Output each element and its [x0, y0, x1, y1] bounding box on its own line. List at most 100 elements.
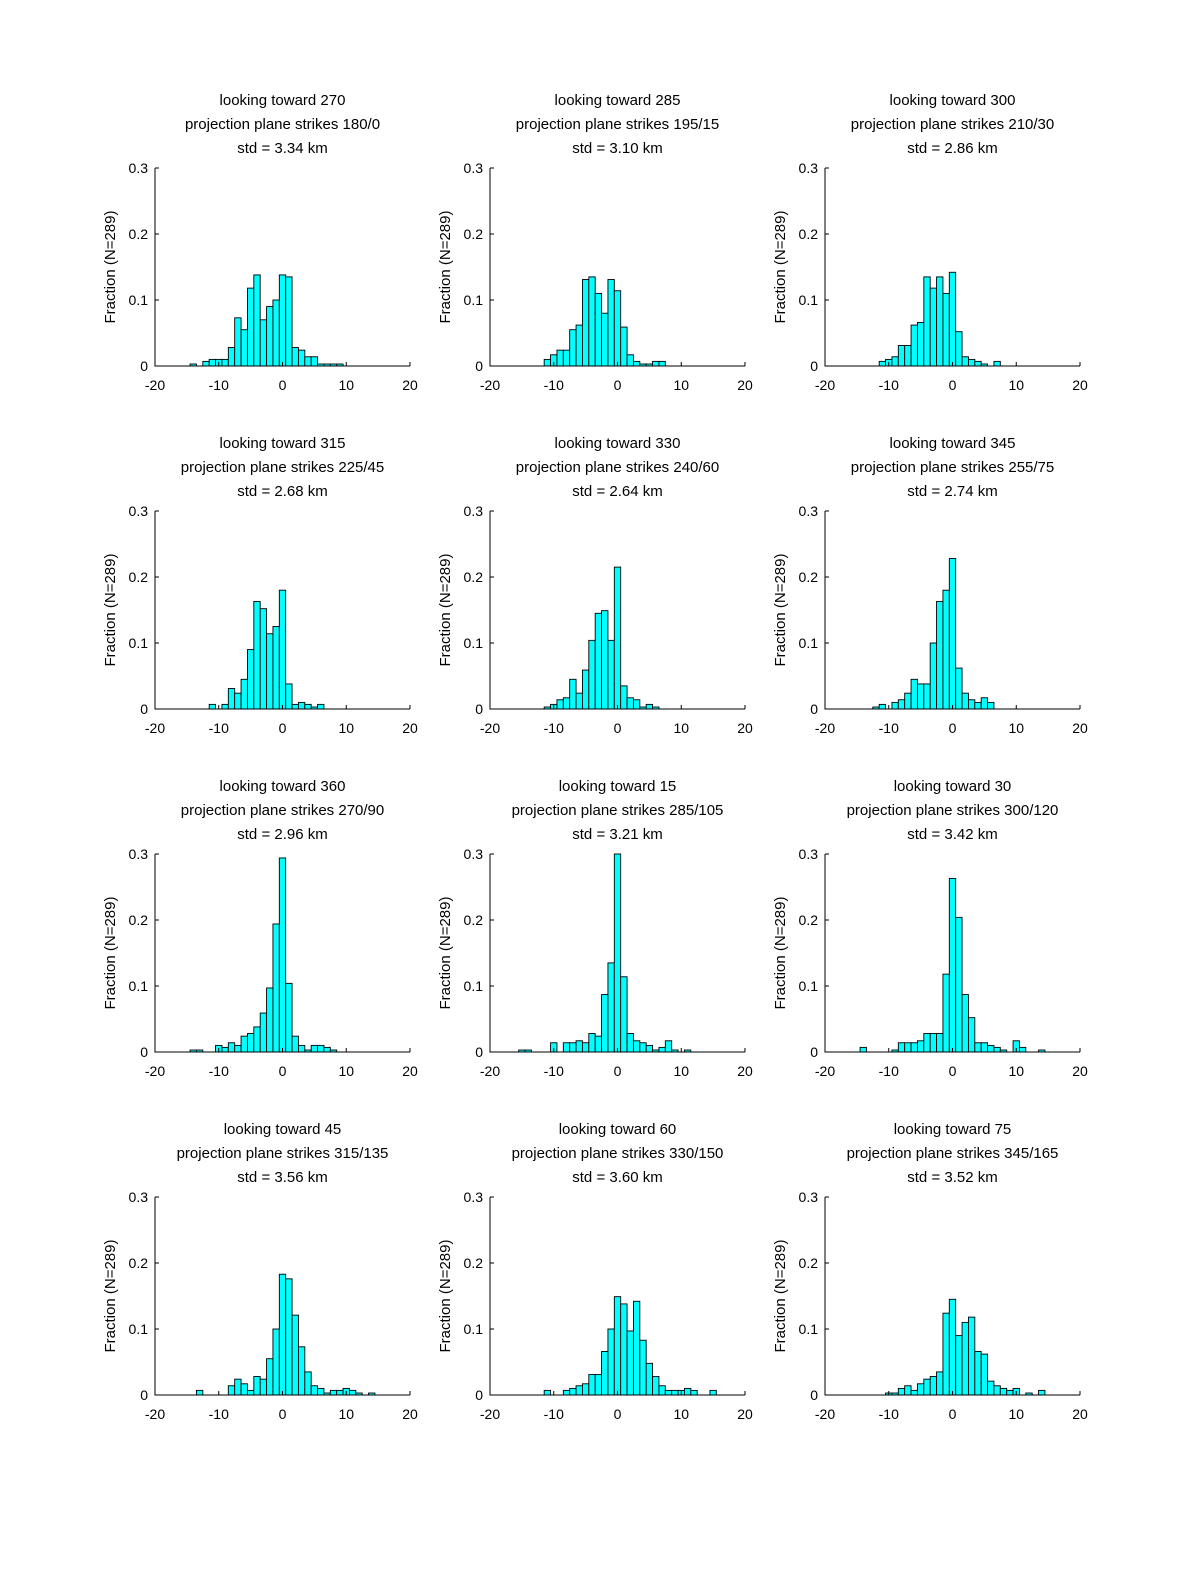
histogram-bar [562, 349, 571, 367]
histogram-bar [543, 1389, 552, 1396]
x-tick-label: -10 [544, 1063, 564, 1079]
histogram-bar [626, 697, 634, 710]
histogram-bar [575, 1385, 583, 1396]
histogram-bar [310, 1385, 319, 1396]
histogram-bar [253, 274, 261, 367]
x-tick-label: 20 [402, 1406, 418, 1422]
y-tick-label: 0.3 [799, 160, 819, 176]
histogram-bar [645, 1044, 654, 1053]
histogram-bar [291, 1035, 299, 1053]
histogram-bar [910, 1042, 918, 1053]
histogram-bar [897, 1387, 906, 1396]
histogram-bar [329, 1389, 338, 1396]
histogram-bar [632, 1040, 641, 1053]
x-tick-label: 10 [338, 1063, 354, 1079]
histogram-bar [620, 326, 628, 367]
y-tick-label: 0.3 [464, 503, 484, 519]
histogram-bar [626, 354, 634, 367]
histogram-bar [581, 1042, 590, 1053]
histogram-bar [904, 345, 912, 367]
panel-title-line-2: projection plane strikes 330/150 [512, 1145, 724, 1162]
x-tick-label: -10 [544, 720, 564, 736]
histogram-bar [240, 678, 248, 710]
histogram-bar [607, 279, 615, 367]
histogram-bar [297, 701, 306, 710]
histogram-panel-6: looking toward 345 projection plane strik… [772, 435, 1088, 736]
histogram-bar [974, 360, 982, 367]
y-tick-label: 0 [140, 701, 148, 717]
x-tick-label: 0 [949, 1406, 957, 1422]
panel-title-line-1: looking toward 330 [555, 435, 681, 452]
y-tick-label: 0.2 [464, 569, 484, 585]
histogram-bar [709, 1389, 717, 1396]
y-tick-label: 0 [140, 1044, 148, 1060]
histogram-bar [266, 633, 274, 710]
y-axis-label: Fraction (N=289) [102, 1240, 119, 1353]
histogram-bar [607, 962, 615, 1053]
histogram-bar [285, 1278, 293, 1396]
histogram-bar [987, 1044, 995, 1053]
histogram-bar [955, 331, 963, 367]
histogram-bar [272, 299, 280, 367]
histogram-bar [929, 1033, 938, 1053]
histogram-bar [246, 1389, 255, 1396]
histogram-panel-11: looking toward 60 projection plane strike… [437, 1121, 753, 1422]
histogram-bar [266, 306, 274, 367]
x-tick-label: -10 [879, 1406, 899, 1422]
histogram-bar [999, 1387, 1008, 1396]
histogram-bar [317, 703, 325, 710]
histogram-bar [632, 699, 641, 710]
y-tick-label: 0.1 [129, 1321, 149, 1337]
panel-title-line-2: projection plane strikes 180/0 [185, 116, 380, 133]
y-tick-label: 0.1 [129, 292, 149, 308]
histogram-bar [936, 276, 944, 367]
histogram-bar [556, 699, 564, 710]
histogram-bar [588, 1374, 596, 1396]
histogram-bar [253, 1026, 261, 1053]
y-axis-label: Fraction (N=289) [772, 1240, 789, 1353]
x-tick-label: -20 [480, 1406, 500, 1422]
histogram-bar [897, 699, 906, 710]
histogram-bar [266, 987, 274, 1053]
histogram-bar [955, 916, 963, 1053]
histogram-bar [948, 877, 957, 1053]
x-tick-label: 10 [1008, 720, 1024, 736]
y-tick-label: 0.3 [129, 503, 149, 519]
histogram-bar [259, 608, 268, 710]
histogram-bar [575, 324, 583, 367]
histogram-bar [278, 589, 287, 710]
histogram-bar [195, 1389, 204, 1396]
histogram-bar [961, 356, 969, 367]
x-tick-label: -20 [815, 377, 835, 393]
x-tick-label: 0 [614, 1406, 622, 1422]
panel-title-line-3: std = 3.10 km [572, 140, 662, 157]
panel-title-line-1: looking toward 300 [890, 92, 1016, 109]
histogram-bar [588, 276, 596, 367]
histogram-bar [594, 1374, 603, 1396]
histogram-bar [620, 976, 628, 1053]
x-tick-label: -20 [480, 720, 500, 736]
y-tick-label: 0.2 [464, 912, 484, 928]
histogram-bar [240, 1383, 248, 1396]
histogram-bar [575, 692, 583, 710]
panel-title-line-1: looking toward 45 [224, 1121, 342, 1138]
x-tick-label: 0 [279, 377, 287, 393]
y-tick-label: 0.1 [464, 635, 484, 651]
histogram-bar [929, 287, 938, 367]
x-tick-label: -20 [145, 720, 165, 736]
x-tick-label: 20 [1072, 1406, 1088, 1422]
x-tick-label: 0 [614, 1063, 622, 1079]
y-tick-label: 0 [475, 1044, 483, 1060]
histogram-bar [993, 360, 1001, 367]
histogram-bar [291, 703, 299, 710]
histogram-bar [221, 358, 229, 367]
y-tick-label: 0.3 [129, 846, 149, 862]
y-tick-label: 0 [140, 1387, 148, 1403]
x-tick-label: -10 [879, 1063, 899, 1079]
y-tick-label: 0.1 [464, 978, 484, 994]
y-tick-label: 0 [810, 1044, 818, 1060]
y-axis-label: Fraction (N=289) [102, 211, 119, 324]
histogram-bar [240, 1035, 248, 1053]
x-tick-label: 20 [402, 720, 418, 736]
histogram-bar [904, 1042, 912, 1053]
